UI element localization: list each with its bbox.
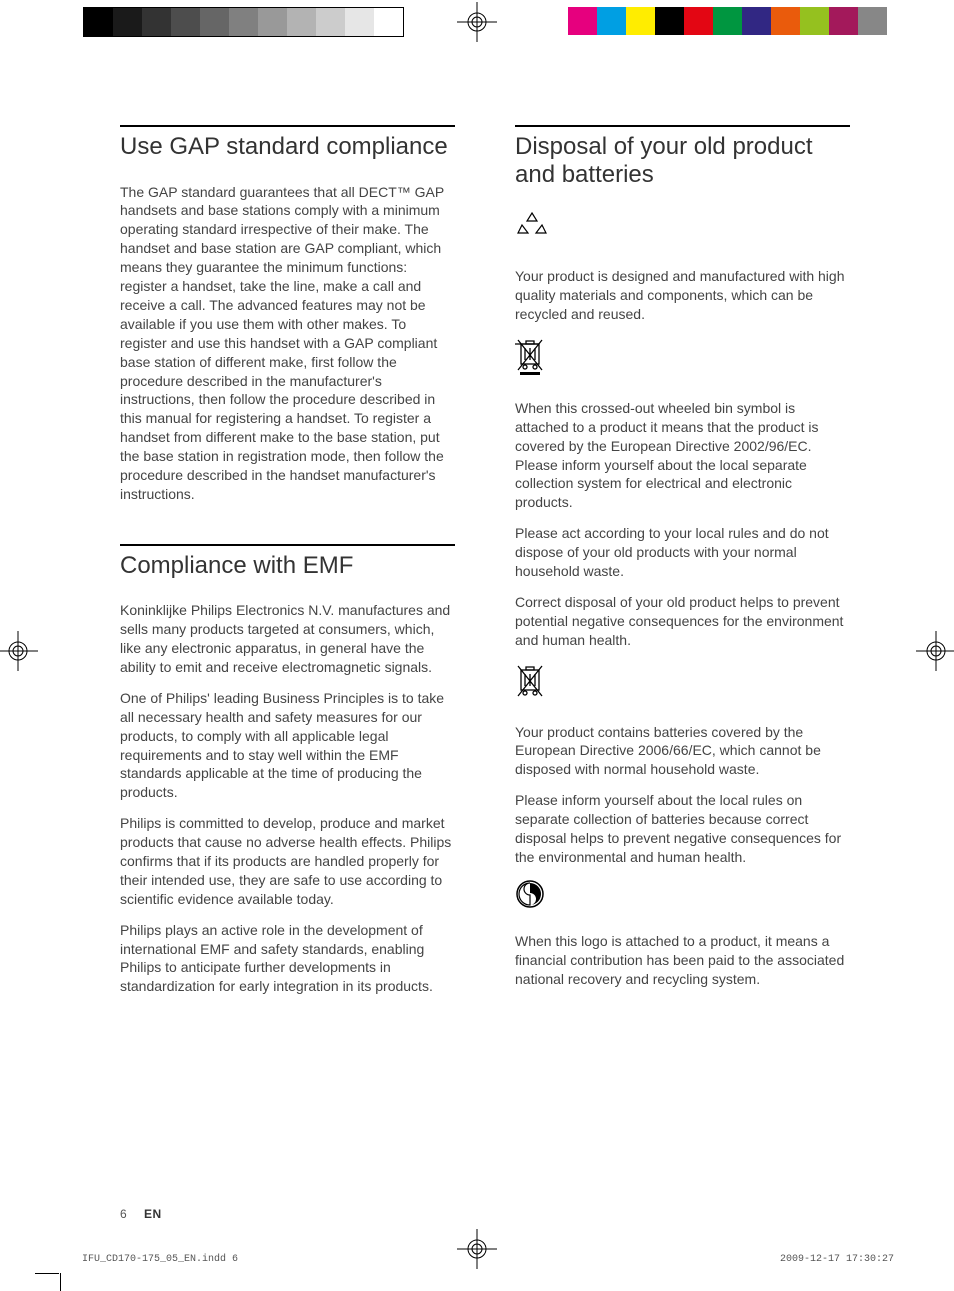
crop-mark [60, 1273, 61, 1291]
registration-mark-icon [0, 631, 38, 671]
body-text: Please inform yourself about the local r… [515, 791, 850, 867]
body-text: The GAP standard guarantees that all DEC… [120, 183, 455, 504]
recycle-icon [515, 210, 850, 249]
slug-datetime: 2009-12-17 17:30:27 [780, 1254, 894, 1265]
body-text: Philips plays an active role in the deve… [120, 921, 455, 997]
body-text: When this logo is attached to a product,… [515, 932, 850, 989]
body-text: When this crossed-out wheeled bin symbol… [515, 399, 850, 512]
section-heading: Compliance with EMF [120, 552, 455, 580]
green-dot-icon [515, 879, 850, 914]
wheeled-bin-crossed-icon [515, 336, 850, 381]
color-bar [568, 7, 887, 35]
right-column: Disposal of your old product and batteri… [515, 125, 850, 1036]
section-rule [120, 544, 455, 546]
page-content: Use GAP standard compliance The GAP stan… [120, 125, 850, 1036]
wheeled-bin-crossed-icon [515, 662, 850, 705]
section-emf-compliance: Compliance with EMF Koninklijke Philips … [120, 544, 455, 997]
slug-filename: IFU_CD170-175_05_EN.indd 6 [82, 1254, 238, 1265]
page-footer: 6 EN [120, 1207, 162, 1221]
section-rule [515, 125, 850, 127]
left-column: Use GAP standard compliance The GAP stan… [120, 125, 455, 1036]
body-text: Philips is committed to develop, produce… [120, 814, 455, 908]
section-heading: Use GAP standard compliance [120, 133, 455, 161]
language-code: EN [144, 1207, 162, 1221]
page-number: 6 [120, 1207, 127, 1221]
registration-mark-icon [457, 2, 497, 42]
body-text: Your product is designed and manufacture… [515, 267, 850, 324]
crop-mark [35, 1273, 59, 1274]
body-text: One of Philips' leading Business Princip… [120, 689, 455, 802]
grayscale-bar [83, 7, 404, 37]
section-heading: Disposal of your old product and batteri… [515, 133, 850, 188]
print-slug: IFU_CD170-175_05_EN.indd 6 2009-12-17 17… [82, 1254, 894, 1265]
body-text: Your product contains batteries covered … [515, 723, 850, 780]
body-text: Koninklijke Philips Electronics N.V. man… [120, 601, 455, 677]
registration-mark-icon [916, 631, 954, 671]
body-text: Correct disposal of your old product hel… [515, 593, 850, 650]
section-disposal: Disposal of your old product and batteri… [515, 125, 850, 988]
section-gap-compliance: Use GAP standard compliance The GAP stan… [120, 125, 455, 504]
body-text: Please act according to your local rules… [515, 524, 850, 581]
section-rule [120, 125, 455, 127]
